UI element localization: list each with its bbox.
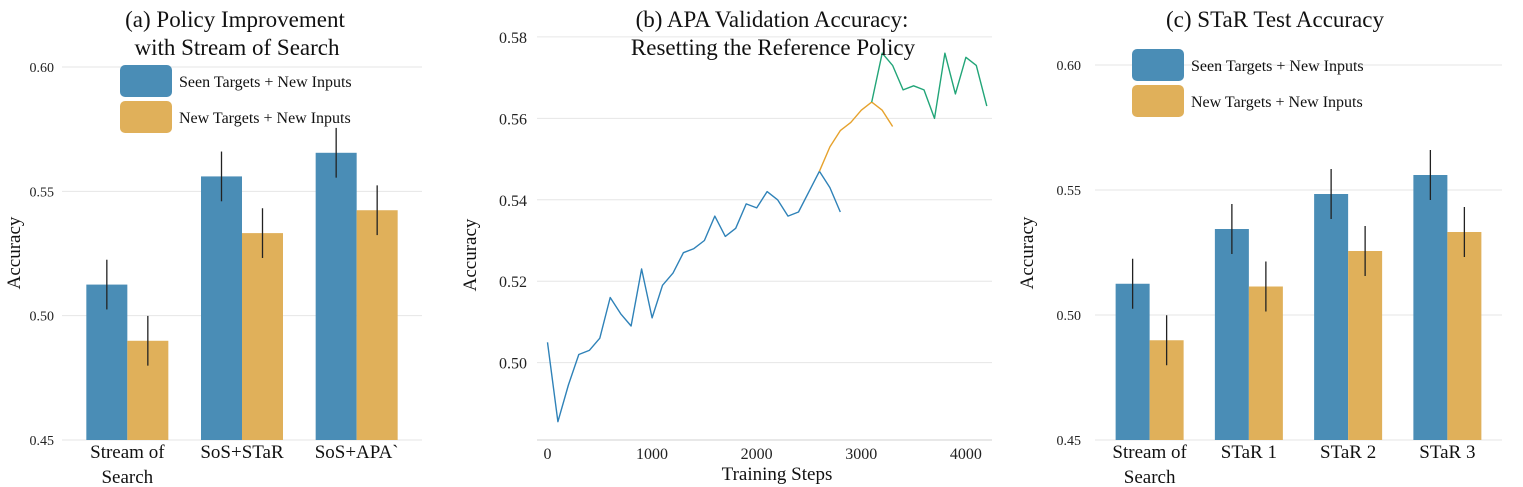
panel-a-category-label: Stream of bbox=[90, 442, 165, 463]
panel-c-bar-new bbox=[1348, 251, 1383, 440]
panel-c-legend-label-seen: Seen Targets + New Inputs bbox=[1191, 58, 1364, 75]
panel-a-legend-swatch-new bbox=[120, 101, 172, 133]
panel-a-bar-seen bbox=[86, 284, 128, 440]
panel-c-category-label: Search bbox=[1124, 467, 1176, 487]
panel-c-bar-seen bbox=[1413, 175, 1448, 440]
panel-c-ytick-label: 0.50 bbox=[1057, 309, 1082, 324]
panel-c-bar-seen bbox=[1314, 194, 1349, 440]
panel-c-bar-new bbox=[1447, 232, 1482, 440]
panel-c-ytick-label: 0.45 bbox=[1057, 434, 1082, 449]
panel-a-bar-new bbox=[242, 233, 283, 440]
panel-c: 0.45 0.50 0.55 0.60 Stream of Search STaR 1 ST… bbox=[1017, 7, 1502, 487]
panel-b-ytick-label: 0.56 bbox=[499, 111, 527, 128]
panel-b-xlabel: Training Steps bbox=[722, 464, 833, 485]
panel-b-ytick-label: 0.50 bbox=[499, 356, 527, 373]
panel-b: 0.50 0.52 0.54 0.56 0.58 0 1000 2000 3000 4000 (… bbox=[460, 7, 992, 485]
panel-a-category-label: Search bbox=[101, 467, 153, 487]
panel-a-ytick-label: 0.60 bbox=[30, 61, 55, 76]
panel-a-ytick-label: 0.45 bbox=[30, 434, 55, 449]
panel-c-legend-swatch-seen bbox=[1132, 49, 1184, 81]
panel-c-legend-swatch-new bbox=[1132, 85, 1184, 117]
panel-b-ylabel: Accuracy bbox=[460, 218, 481, 291]
panel-b-ytick-label: 0.54 bbox=[499, 193, 527, 210]
panel-c-legend-label-new: New Targets + New Inputs bbox=[1191, 94, 1363, 111]
panel-a-bar-new bbox=[356, 210, 398, 440]
panel-c-title: (c) STaR Test Accuracy bbox=[1166, 7, 1384, 32]
panel-a-legend-swatch-seen bbox=[120, 65, 172, 97]
panel-a-legend-label-seen: Seen Targets + New Inputs bbox=[179, 74, 352, 91]
panel-c-category-label: STaR 3 bbox=[1419, 442, 1475, 463]
panel-a-ytick-label: 0.55 bbox=[30, 185, 55, 200]
panel-a-category-label: SoS+STaR bbox=[200, 442, 284, 463]
panel-a-bar-seen bbox=[201, 176, 242, 440]
panel-c-bar-seen bbox=[1115, 283, 1150, 440]
panel-a-bar-seen bbox=[315, 152, 357, 441]
panel-b-line-stage-1 bbox=[546, 170, 841, 423]
panel-a-ylabel: Accuracy bbox=[4, 216, 25, 289]
panel-a-title-line1: (a) Policy Improvement bbox=[125, 7, 345, 32]
panel-c-bar-new bbox=[1248, 286, 1283, 440]
panel-a: 0.45 0.50 0.55 0.60 Stream of Search SoS+STaR… bbox=[4, 7, 422, 487]
panel-b-ytick-label: 0.58 bbox=[499, 30, 527, 47]
panel-c-category-label: Stream of bbox=[1112, 442, 1187, 463]
panel-b-line-stage-2 bbox=[818, 101, 894, 172]
panel-b-title-line2: Resetting the Reference Policy bbox=[631, 35, 916, 60]
panel-c-category-label: STaR 1 bbox=[1221, 442, 1277, 463]
panel-b-ytick-label: 0.52 bbox=[499, 274, 527, 291]
panel-b-xtick-label: 3000 bbox=[845, 446, 877, 463]
panel-b-xtick-label: 2000 bbox=[741, 446, 773, 463]
panel-a-legend-label-new: New Targets + New Inputs bbox=[179, 110, 351, 127]
panel-a-category-label: SoS+APA` bbox=[315, 442, 399, 463]
panel-c-category-label: STaR 2 bbox=[1320, 442, 1376, 463]
panel-b-xtick-label: 1000 bbox=[636, 446, 668, 463]
panel-c-ytick-label: 0.55 bbox=[1057, 184, 1082, 199]
panel-b-xtick-label: 4000 bbox=[950, 446, 982, 463]
panel-c-ylabel: Accuracy bbox=[1017, 216, 1038, 289]
panel-b-title-line1: (b) APA Validation Accuracy: bbox=[636, 7, 909, 32]
panel-b-xtick-label: 0 bbox=[543, 446, 551, 463]
panel-b-line-stage-3 bbox=[871, 52, 988, 120]
panel-a-ytick-label: 0.50 bbox=[30, 310, 55, 325]
panel-a-title-line2: with Stream of Search bbox=[134, 35, 340, 60]
panel-c-ytick-label: 0.60 bbox=[1057, 59, 1082, 74]
panel-c-bar-seen bbox=[1214, 229, 1249, 440]
